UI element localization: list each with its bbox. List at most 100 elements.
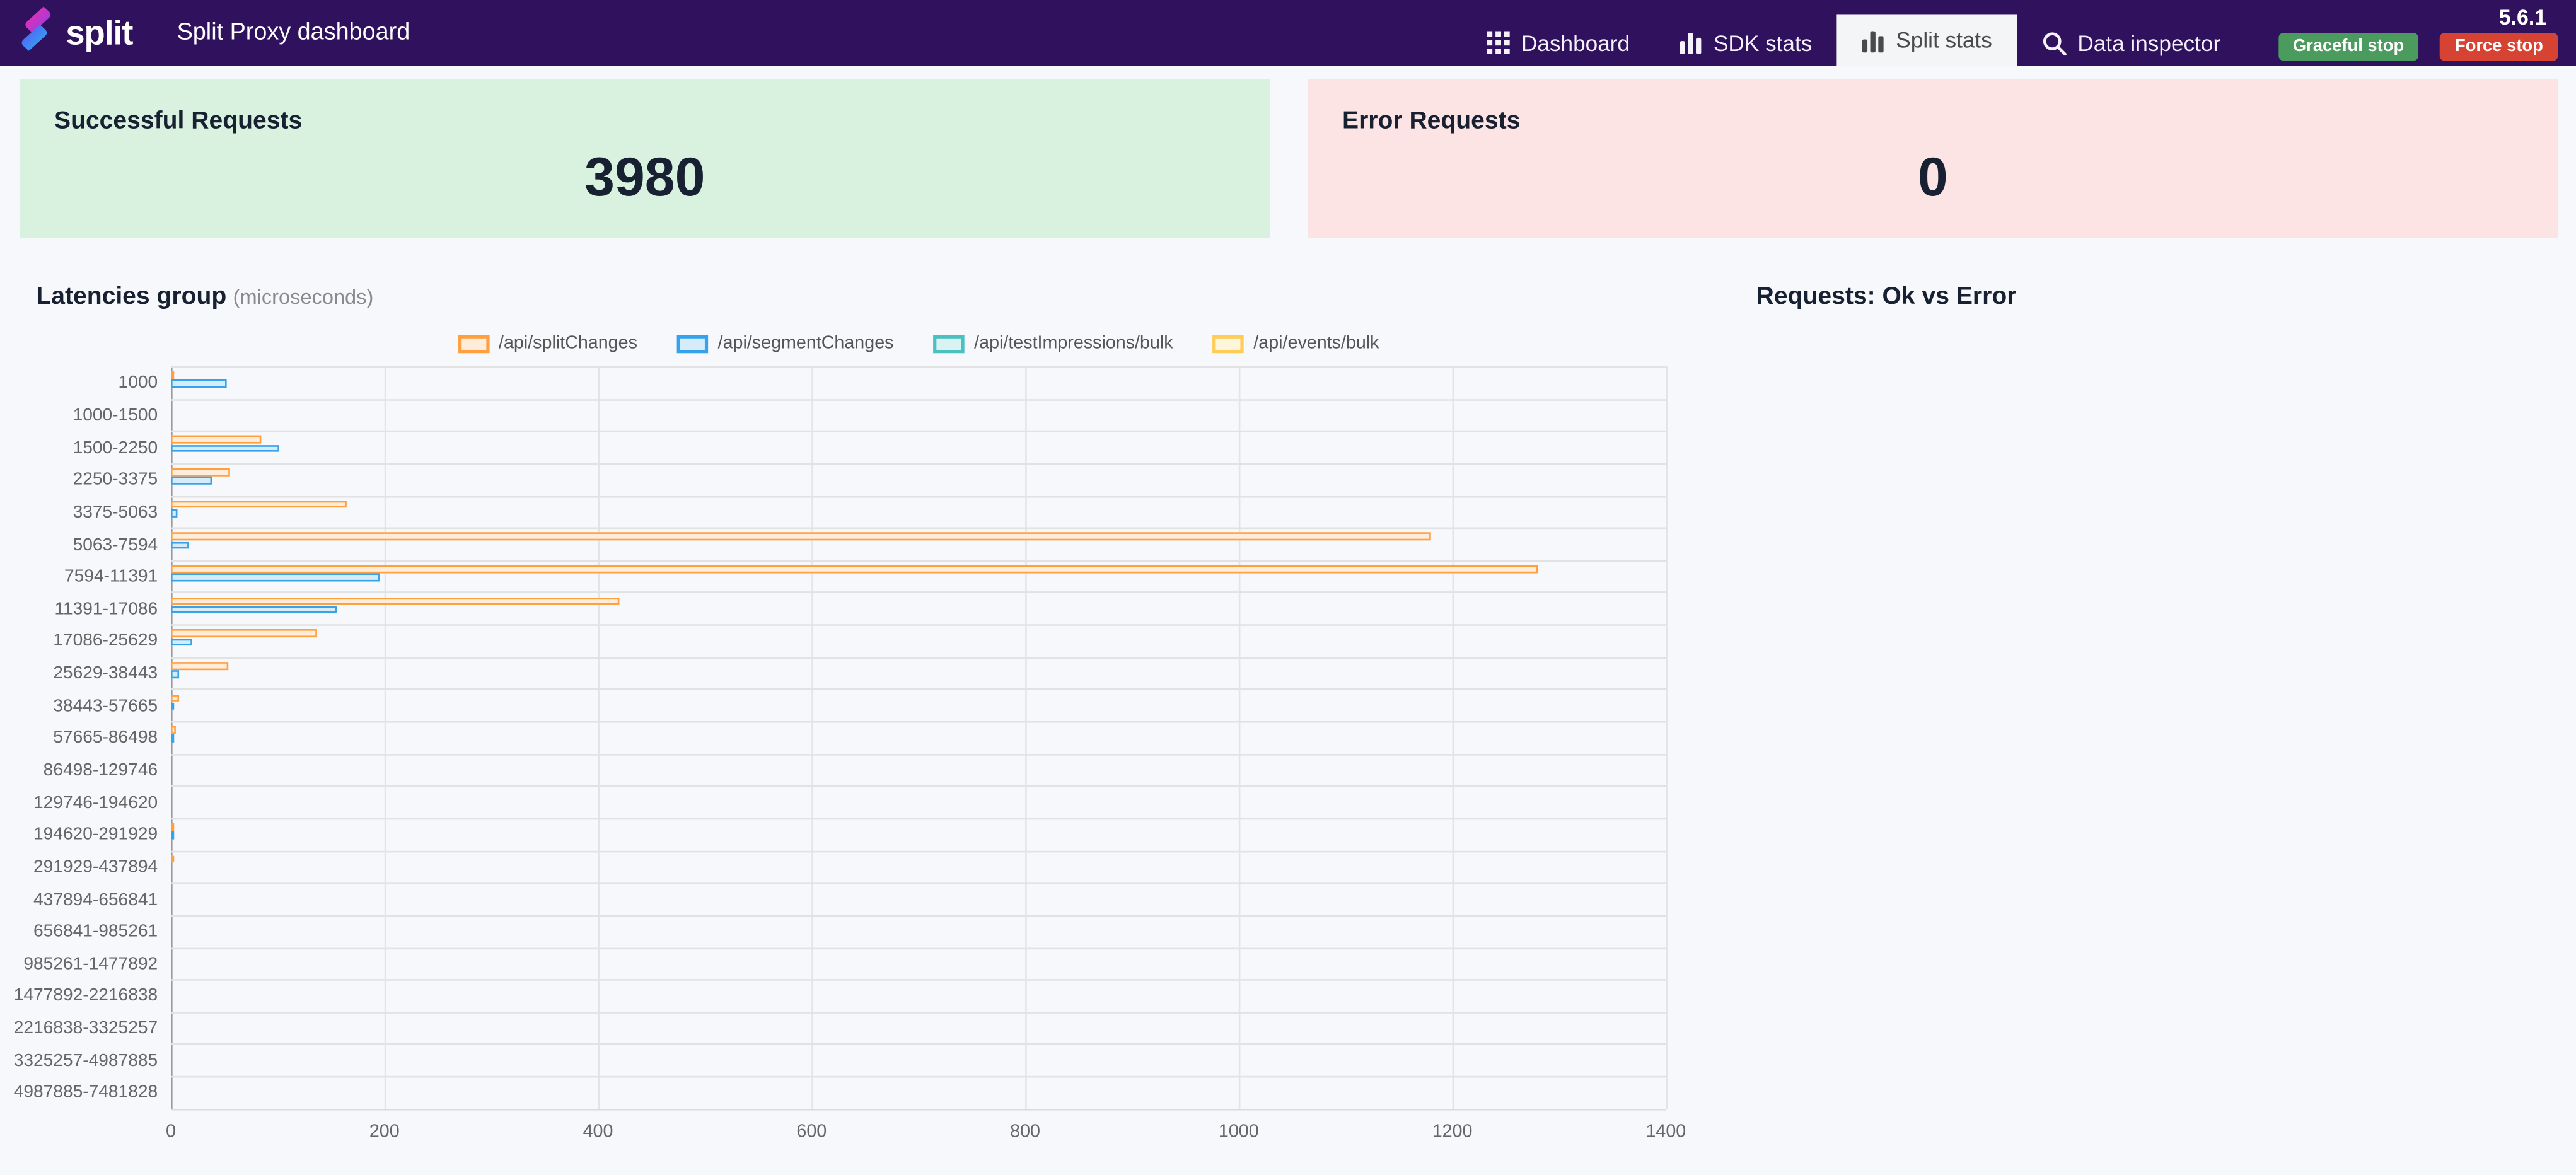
- header-right: 5.6.1 Graceful stop Force stop: [2245, 0, 2576, 66]
- latency-bar: [171, 541, 189, 549]
- latency-chart-title: Latencies group: [36, 282, 227, 311]
- nav-item-dashboard[interactable]: Dashboard: [1462, 0, 1654, 66]
- latency-bar: [171, 855, 175, 864]
- latency-bar: [171, 734, 175, 743]
- nav-item-sdk-stats[interactable]: SDK stats: [1654, 0, 1836, 66]
- y-axis-tick-label: 25629-38443: [53, 663, 158, 684]
- latency-bar: [171, 371, 175, 379]
- latency-bar: [171, 533, 1431, 541]
- chart-row: 38443-57665: [53, 688, 1666, 721]
- y-axis-tick-label: 291929-437894: [33, 857, 158, 877]
- chart-row: 4987885-7481828: [14, 1076, 1666, 1108]
- card-title: Error Requests: [1342, 107, 1521, 135]
- y-axis-tick-label: 985261-1477892: [23, 954, 158, 974]
- legend-item[interactable]: /api/testImpressions/bulk: [933, 333, 1173, 353]
- successful-requests-value: 3980: [584, 146, 705, 207]
- y-axis-tick-label: 129746-194620: [33, 792, 158, 813]
- y-axis-tick-label: 4987885-7481828: [13, 1083, 158, 1103]
- legend-swatch-icon: [933, 334, 965, 352]
- y-axis-tick-label: 1000-1500: [73, 405, 158, 425]
- y-axis-tick-label: 86498-129746: [43, 760, 158, 780]
- summary-cards: Successful Requests 3980 Error Requests …: [0, 66, 2576, 238]
- legend-label: /api/events/bulk: [1253, 333, 1379, 354]
- y-axis-tick-label: 3375-5063: [73, 502, 158, 523]
- grid-icon: [1487, 31, 1510, 54]
- latency-bar: [171, 436, 262, 444]
- chart-row: 1477892-2216838: [14, 979, 1666, 1012]
- latency-bar: [171, 477, 212, 485]
- gridline: [1452, 366, 1454, 1109]
- y-axis-tick-label: 2250-3375: [73, 470, 158, 490]
- legend-label: /api/splitChanges: [499, 333, 637, 354]
- chart-row: 25629-38443: [53, 656, 1666, 689]
- charts-row: Latencies group (microseconds) /api/split…: [0, 238, 2576, 1143]
- latency-legend: /api/splitChanges/api/segmentChanges/api…: [171, 333, 1666, 353]
- y-axis-tick-label: 57665-86498: [53, 728, 158, 748]
- chart-row: 5063-7594: [73, 528, 1666, 560]
- latency-bands: 1000 1000-1500 1500-2250 2250-3375 3375-5063…: [14, 366, 1666, 1109]
- latency-bar: [171, 662, 229, 670]
- legend-item[interactable]: /api/splitChanges: [457, 333, 637, 354]
- card-title: Successful Requests: [54, 107, 303, 135]
- legend-item[interactable]: /api/segmentChanges: [676, 333, 893, 353]
- y-axis-tick-label: 437894-656841: [33, 889, 158, 910]
- bar-chart-icon: [1679, 32, 1702, 54]
- latency-bar: [171, 823, 175, 831]
- y-axis-tick-label: 38443-57665: [53, 696, 158, 716]
- latency-bar: [171, 726, 177, 734]
- gridline: [1238, 366, 1241, 1109]
- latency-bar: [171, 670, 178, 678]
- x-axis-tick-label: 200: [369, 1121, 400, 1142]
- error-requests-value: 0: [1917, 146, 1948, 207]
- error-requests-card: Error Requests 0: [1308, 79, 2558, 238]
- latency-bar: [171, 606, 337, 614]
- latency-bar: [171, 444, 280, 453]
- latency-bar: [171, 638, 192, 646]
- y-axis-tick-label: 17086-25629: [53, 631, 158, 652]
- legend-label: /api/segmentChanges: [717, 333, 894, 354]
- x-axis-tick-label: 0: [166, 1121, 176, 1142]
- search-icon: [2041, 30, 2066, 55]
- x-axis-tick-label: 400: [583, 1121, 613, 1142]
- nav-label: Dashboard: [1521, 30, 1630, 55]
- y-axis-tick-label: 656841-985261: [33, 922, 158, 942]
- bar-chart-icon: [1862, 29, 1884, 52]
- y-axis-tick-label: 194620-291929: [33, 825, 158, 845]
- chart-row: 129746-194620: [33, 785, 1666, 818]
- gridline: [1025, 366, 1027, 1109]
- chart-row: 291929-437894: [33, 850, 1666, 883]
- nav-item-split-stats[interactable]: Split stats: [1836, 14, 2017, 66]
- top-bar: split Split Proxy dashboard Dashboard: [0, 0, 2576, 66]
- chart-row: 1500-2250: [73, 431, 1666, 463]
- legend-swatch-icon: [676, 334, 708, 352]
- nav-label: Data inspector: [2077, 30, 2221, 55]
- legend-swatch-icon: [1212, 334, 1244, 352]
- latency-chart-section: Latencies group (microseconds) /api/split…: [0, 282, 1686, 1143]
- header-spacer: [410, 0, 1462, 66]
- nav-item-data-inspector[interactable]: Data inspector: [2017, 0, 2245, 66]
- latency-bar: [171, 379, 227, 388]
- legend-item[interactable]: /api/events/bulk: [1212, 333, 1379, 353]
- legend-label: /api/testImpressions/bulk: [974, 333, 1173, 354]
- x-axis-tick-label: 1400: [1645, 1121, 1686, 1142]
- latency-bar: [171, 468, 230, 476]
- force-stop-button[interactable]: Force stop: [2440, 32, 2558, 61]
- chart-row: 3325257-4987885: [14, 1043, 1666, 1076]
- latency-plot: 1000 1000-1500 1500-2250 2250-3375 3375-5063…: [14, 366, 1668, 1111]
- legend-swatch-icon: [457, 334, 489, 352]
- latency-x-axis: 0 200 400 600 800 1000 1200 1400: [166, 1111, 1686, 1143]
- latency-bar: [171, 702, 175, 710]
- chart-row: 7594-11391: [64, 560, 1666, 592]
- latency-chart-subtitle: (microseconds): [233, 286, 374, 309]
- gridline: [384, 366, 386, 1109]
- brand: split: [0, 0, 134, 66]
- stop-buttons: Graceful stop Force stop: [2278, 32, 2558, 61]
- latency-bar: [171, 574, 380, 582]
- latency-bar: [171, 629, 318, 637]
- latency-bar: [171, 597, 620, 605]
- requests-chart-section: Requests: Ok vs Error: [1288, 282, 2576, 1143]
- chart-row: 17086-25629: [53, 624, 1666, 657]
- graceful-stop-button[interactable]: Graceful stop: [2278, 32, 2419, 61]
- logo-wordmark: split: [66, 14, 133, 52]
